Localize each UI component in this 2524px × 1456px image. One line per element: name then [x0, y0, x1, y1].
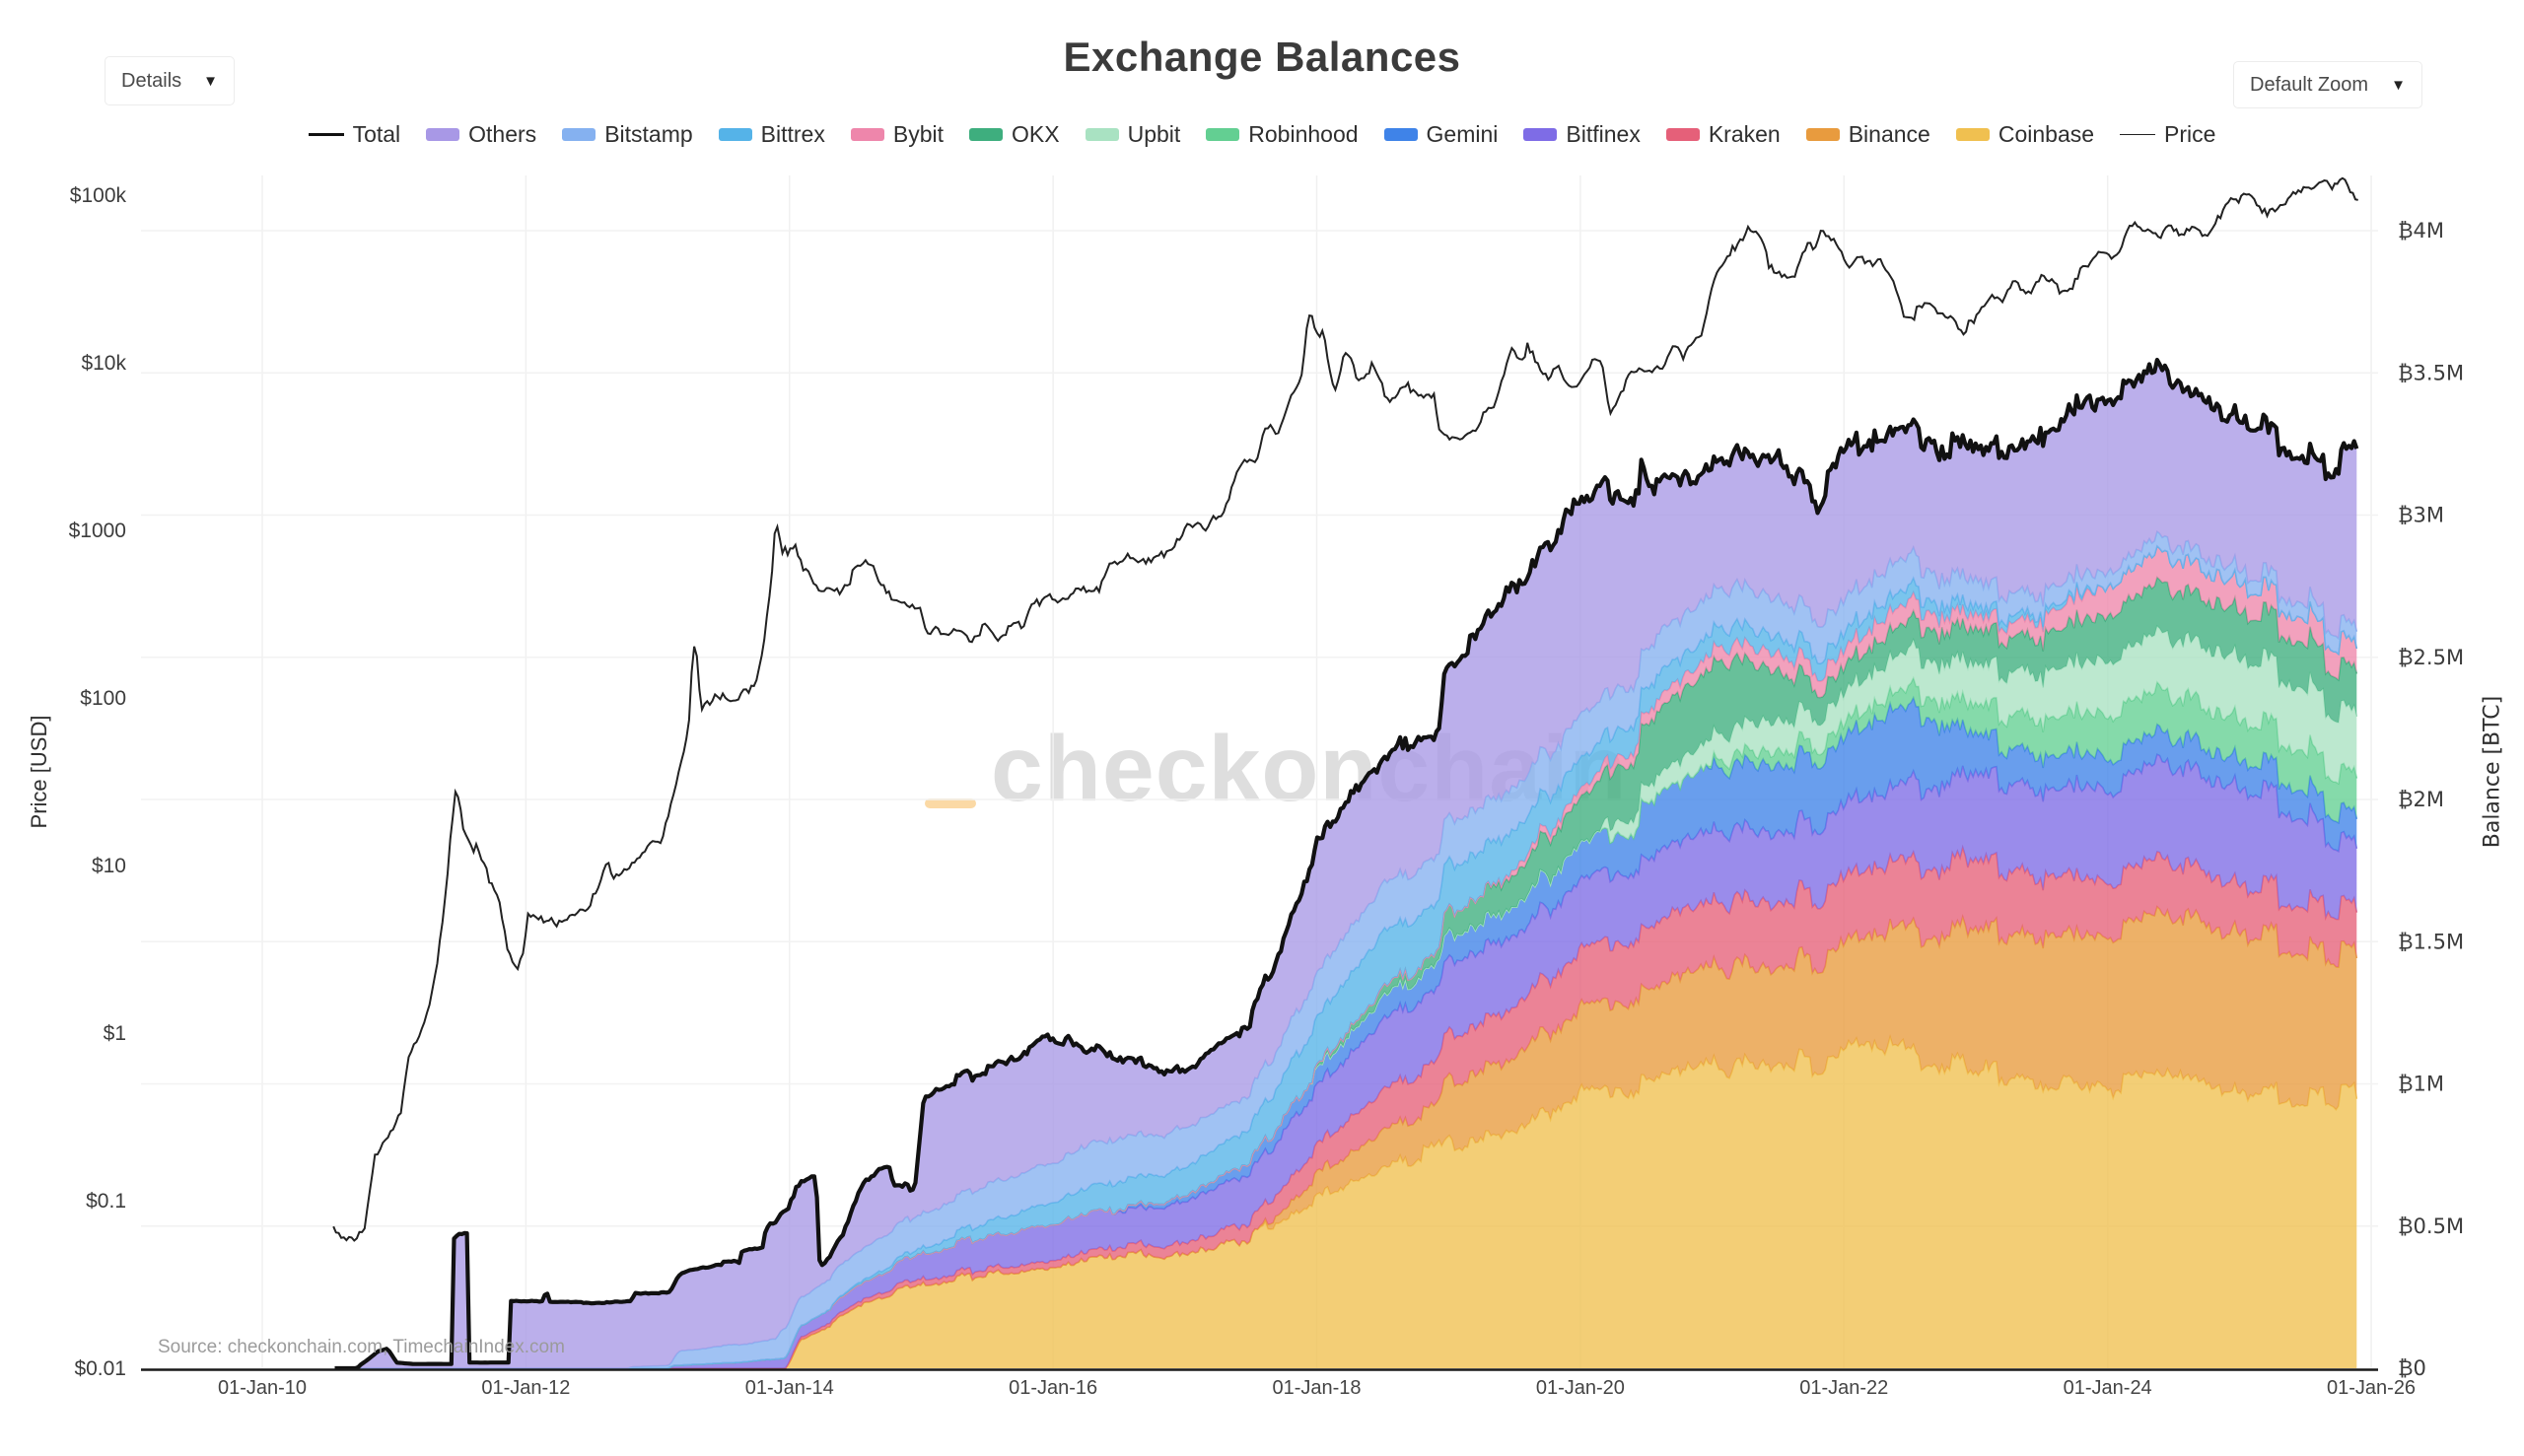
balance-tick: ₿4M [2398, 219, 2444, 243]
legend-item-bybit[interactable]: Bybit [850, 120, 944, 148]
balance-tick: ₿3M [2398, 504, 2444, 527]
date-tick: 01-Jan-14 [745, 1377, 834, 1399]
area-binance [334, 906, 2357, 1368]
gemini-swatch [1383, 127, 1418, 141]
robinhood-swatch [1206, 127, 1240, 141]
price-tick: $100 [80, 687, 126, 710]
bybit-swatch [850, 127, 884, 141]
date-tick: 01-Jan-16 [1009, 1377, 1097, 1399]
legend-item-binance[interactable]: Binance [1805, 120, 1930, 148]
date-tick: 01-Jan-24 [2064, 1377, 2152, 1399]
default-zoom-dropdown[interactable]: Default Zoom ▼ [2233, 61, 2422, 108]
watermark-dash-icon [925, 798, 976, 808]
legend-label: Price [2164, 120, 2216, 147]
legend-label: Bitfinex [1566, 120, 1641, 147]
legend-item-others[interactable]: Others [426, 121, 536, 148]
coinbase-swatch [1955, 127, 1990, 141]
date-tick: 01-Jan-18 [1272, 1377, 1361, 1399]
balance-tick: ₿0.5M [2398, 1214, 2464, 1238]
legend-item-robinhood[interactable]: Robinhood [1206, 120, 1359, 148]
date-tick: 01-Jan-20 [1536, 1377, 1625, 1399]
price-tick: $0.1 [86, 1190, 126, 1213]
legend-item-coinbase[interactable]: Coinbase [1955, 120, 2095, 148]
legend-label: Bybit [892, 120, 944, 147]
balance-tick: ₿1.5M [2398, 930, 2464, 953]
details-dropdown-label: Details [121, 69, 182, 92]
bitfinex-swatch [1523, 127, 1558, 141]
legend-label: Robinhood [1248, 120, 1359, 147]
price-line [332, 176, 2358, 1242]
price-line-swatch [2120, 133, 2156, 135]
date-tick: 01-Jan-22 [1799, 1377, 1888, 1399]
balance-tick: ₿1M [2398, 1073, 2444, 1096]
bittrex-swatch [718, 127, 752, 141]
total-line-swatch [308, 132, 344, 136]
legend-label: Total [352, 120, 401, 147]
legend-label: Binance [1848, 120, 1930, 147]
legend-label: Others [468, 120, 537, 147]
legend-item-price[interactable]: Price [2120, 121, 2215, 148]
legend-label: Bittrex [760, 120, 825, 147]
details-dropdown[interactable]: Details ▼ [105, 56, 235, 105]
upbit-swatch [1085, 127, 1119, 141]
price-tick: $0.01 [74, 1357, 126, 1380]
legend-item-bitstamp[interactable]: Bitstamp [562, 120, 693, 148]
legend-label: Gemini [1426, 120, 1499, 147]
binance-swatch [1805, 127, 1840, 141]
legend-item-total[interactable]: Total [308, 120, 401, 148]
legend-item-gemini[interactable]: Gemini [1383, 120, 1499, 148]
legend-label: Bitstamp [604, 120, 693, 147]
source-note: Source: checkonchain.com, TimechainIndex… [158, 1337, 565, 1357]
price-tick: $100k [70, 184, 127, 207]
chevron-down-icon: ▼ [203, 72, 218, 90]
stacked-areas [334, 357, 2358, 1369]
area-bitstamp [334, 531, 2357, 1368]
balance-tick: ₿0 [2398, 1356, 2426, 1380]
legend-item-okx[interactable]: OKX [969, 121, 1060, 148]
date-tick: 01-Jan-10 [218, 1377, 307, 1399]
balance-tick: ₿2.5M [2398, 646, 2464, 669]
axis-ticks: $100k $10k $1000 $100 $10 $1 $0.1 $0.01 ₿0 ₿0.5M ₿… [69, 184, 2464, 1399]
date-tick: 01-Jan-26 [2327, 1377, 2416, 1399]
okx-swatch [969, 127, 1003, 141]
legend-label: OKX [1012, 120, 1060, 147]
page-title: Exchange Balances [1063, 34, 1461, 80]
date-tick: 01-Jan-12 [481, 1377, 570, 1399]
chevron-down-icon: ▼ [2391, 76, 2406, 94]
area-bitfinex [334, 754, 2357, 1368]
balance-tick: ₿2M [2398, 788, 2444, 811]
total-line [334, 357, 2359, 1371]
price-tick: $10k [81, 352, 126, 375]
bitstamp-swatch [562, 127, 596, 141]
legend-label: Upbit [1127, 120, 1181, 147]
area-others [334, 360, 2357, 1368]
price-tick: $1 [104, 1022, 126, 1045]
chart-legend: Total Others Bitstamp Bittrex Bybit OKX Upbit R… [0, 111, 2524, 157]
legend-label: Kraken [1708, 120, 1781, 147]
area-coinbase [334, 1036, 2357, 1368]
balance-tick: ₿3.5M [2398, 361, 2464, 384]
default-zoom-dropdown-label: Default Zoom [2250, 73, 2369, 96]
legend-label: Coinbase [1998, 120, 2095, 147]
price-tick: $1000 [69, 520, 126, 542]
legend-item-kraken[interactable]: Kraken [1665, 120, 1781, 148]
legend-item-bitfinex[interactable]: Bitfinex [1523, 120, 1641, 148]
legend-item-bittrex[interactable]: Bittrex [718, 120, 825, 148]
legend-item-upbit[interactable]: Upbit [1085, 120, 1181, 148]
area-kraken [334, 847, 2357, 1368]
kraken-swatch [1665, 127, 1700, 141]
price-tick: $10 [92, 855, 126, 877]
others-swatch [426, 127, 460, 141]
